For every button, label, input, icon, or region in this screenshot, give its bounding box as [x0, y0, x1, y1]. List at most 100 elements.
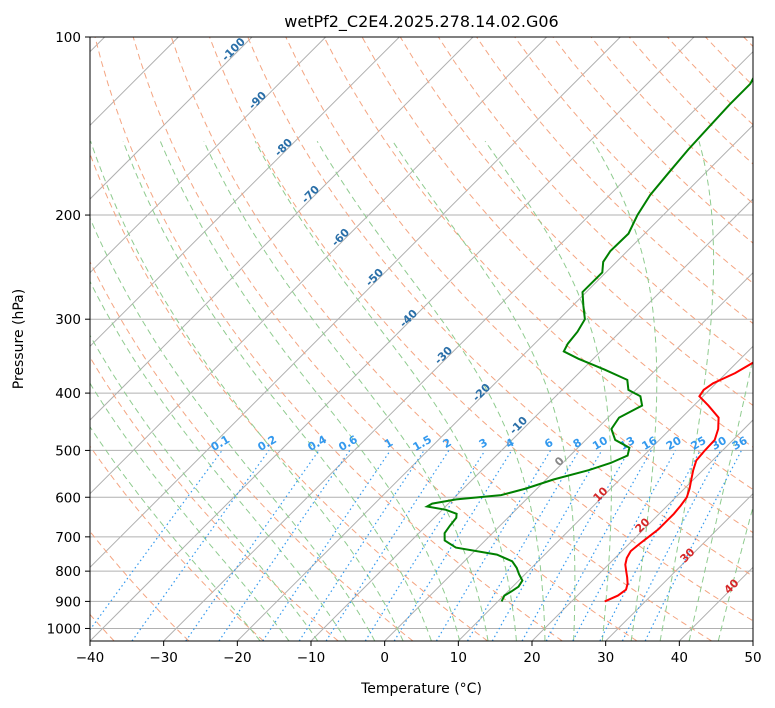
dry-adiabat-label: -70 — [299, 183, 322, 206]
dry-adiabat-label: -20 — [470, 381, 493, 404]
dry-adiabat-line — [285, 37, 753, 534]
dry-adiabat-line — [132, 37, 638, 641]
dry-adiabat-label: -10 — [507, 414, 530, 437]
moist-adiabat-line — [316, 140, 546, 641]
mixing-ratio-line — [131, 450, 270, 641]
mixing-ratio-line — [644, 450, 743, 641]
isotherm-line — [678, 566, 753, 641]
dry-adiabat-label: -50 — [363, 266, 386, 289]
isotherm-line — [163, 50, 753, 641]
isotherm-line — [605, 492, 753, 641]
x-tick-label: 40 — [671, 650, 688, 666]
moist-adiabat-line — [688, 355, 753, 641]
chart-title: wetPf2_C2E4.2025.278.14.02.G06 — [284, 12, 558, 32]
dry-adiabat-line — [90, 356, 339, 641]
dry-adiabat-line — [90, 445, 264, 641]
dry-adiabat-line — [514, 37, 753, 284]
mixing-ratio-label: 6 — [542, 436, 555, 451]
x-tick-label: 30 — [597, 650, 614, 666]
dry-adiabat-line — [705, 37, 753, 87]
isotherm-line — [752, 640, 753, 641]
dry-adiabat-label: -90 — [246, 89, 269, 112]
mixing-ratio-line — [545, 450, 652, 641]
isotherm-line — [236, 124, 753, 641]
y-axis: 1000 900 800 700 600 500 400 300 200 100 — [47, 30, 90, 637]
dry-adiabat-label: -40 — [397, 307, 420, 330]
x-axis-label: Temperature (°C) — [360, 681, 482, 697]
moist-adiabat-line — [90, 334, 319, 641]
mixing-ratio-line — [435, 450, 552, 641]
sounding-traces — [424, 76, 753, 603]
isotherm-line — [531, 419, 753, 641]
isotherm-line — [384, 271, 753, 641]
line-labels: 0.1 0.2 0.4 0.6 1 1.5 2 3 4 6 8 10 13 16 20 25 30 36-100-… — [209, 35, 750, 597]
moist-adiabat-label: 40 — [722, 576, 742, 596]
y-tick-label: 800 — [55, 564, 81, 580]
moist-adiabat-line — [90, 426, 261, 641]
isotherm-line — [90, 37, 327, 274]
mixing-ratio-line — [325, 450, 450, 641]
y-axis-label: Pressure (hPa) — [11, 289, 27, 389]
y-tick-label: 200 — [55, 208, 81, 224]
y-tick-label: 300 — [55, 312, 81, 328]
x-tick-label: −40 — [76, 650, 105, 666]
x-tick-label: −20 — [223, 650, 252, 666]
isotherm-line — [90, 37, 474, 421]
dry-adiabat-line — [323, 37, 753, 491]
temperature-trace — [604, 361, 753, 603]
dry-adiabat-label: -100 — [219, 35, 248, 64]
dry-adiabat-line — [476, 37, 753, 325]
mixing-ratio-line — [599, 450, 701, 641]
mixing-ratio-line — [572, 450, 677, 641]
moist-adiabat-label: 20 — [633, 515, 653, 535]
dry-adiabat-label: -80 — [272, 136, 295, 159]
moist-adiabat-line — [203, 140, 489, 641]
moist-adiabat-line — [90, 141, 404, 641]
y-tick-label: 700 — [55, 530, 81, 546]
y-tick-label: 900 — [55, 594, 81, 610]
moist-adiabat-label: 30 — [678, 545, 698, 565]
dewpoint-trace — [424, 76, 753, 602]
moist-adiabat-line — [122, 141, 432, 641]
y-tick-label: 100 — [55, 30, 81, 46]
dry-adiabat-line — [90, 260, 414, 641]
mixing-ratio-label: 3 — [477, 436, 490, 451]
x-tick-label: 20 — [523, 650, 540, 666]
x-tick-label: −10 — [297, 650, 326, 666]
dry-adiabat-line — [437, 37, 753, 365]
y-tick-label: 1000 — [47, 621, 81, 637]
moist-adiabat-line — [392, 140, 576, 641]
dry-adiabat-line — [94, 37, 563, 641]
moist-adiabat-line — [90, 280, 347, 641]
moist-adiabat-line — [717, 505, 753, 641]
x-tick-label: 0 — [380, 650, 389, 666]
mixing-ratio-label: 2 — [441, 436, 454, 451]
mixing-ratio-line — [364, 450, 486, 641]
x-tick-label: −30 — [149, 650, 178, 666]
moist-adiabat-line — [659, 141, 715, 641]
x-axis: −40 −30 −20 −10 0 10 20 30 40 50 — [76, 641, 762, 666]
x-tick-label: 10 — [450, 650, 467, 666]
dry-adiabat-line — [170, 37, 712, 641]
isotherm-line — [90, 37, 400, 348]
moist-adiabat-line — [484, 140, 612, 641]
dry-adiabat-line — [90, 530, 190, 641]
isotherm-line — [90, 37, 695, 641]
moist-adiabat-line — [159, 141, 461, 641]
mixing-ratio-line — [185, 450, 320, 641]
mixing-ratio-line — [262, 450, 391, 641]
dry-adiabat-line — [743, 37, 753, 48]
mixing-ratio-line — [298, 450, 425, 641]
dry-adiabat-line — [247, 37, 753, 577]
mixing-ratio-line — [393, 450, 513, 641]
isotherm-line — [457, 345, 753, 641]
mixing-ratio-line — [218, 450, 351, 641]
dry-adiabat-line — [90, 152, 488, 641]
y-tick-label: 400 — [55, 386, 81, 402]
y-tick-label: 500 — [55, 443, 81, 459]
isotherm-line — [90, 37, 253, 200]
moist-adiabat-line — [90, 216, 376, 641]
x-tick-label: 50 — [744, 650, 761, 666]
dry-adiabat-line — [209, 37, 753, 622]
plot-frame — [89, 36, 754, 642]
